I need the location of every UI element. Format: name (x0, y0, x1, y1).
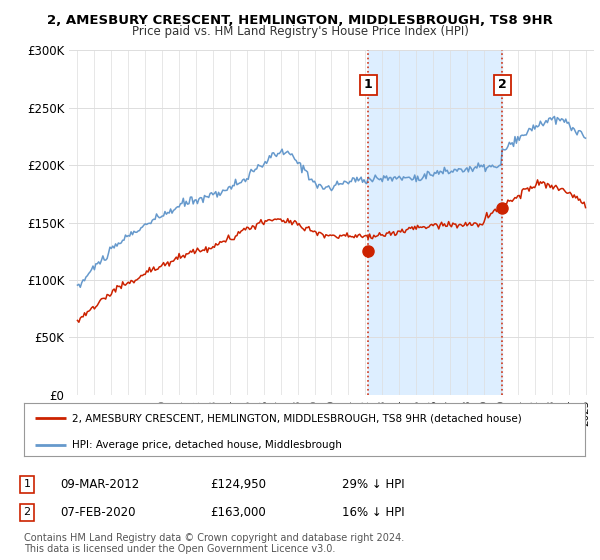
Text: 1: 1 (23, 479, 31, 489)
Text: 29% ↓ HPI: 29% ↓ HPI (342, 478, 404, 491)
Text: £163,000: £163,000 (210, 506, 266, 519)
Text: 2: 2 (23, 507, 31, 517)
Text: 1: 1 (364, 78, 373, 91)
Text: 2, AMESBURY CRESCENT, HEMLINGTON, MIDDLESBROUGH, TS8 9HR: 2, AMESBURY CRESCENT, HEMLINGTON, MIDDLE… (47, 14, 553, 27)
Text: 09-MAR-2012: 09-MAR-2012 (60, 478, 139, 491)
Text: HPI: Average price, detached house, Middlesbrough: HPI: Average price, detached house, Midd… (71, 440, 341, 450)
Text: 16% ↓ HPI: 16% ↓ HPI (342, 506, 404, 519)
Text: 07-FEB-2020: 07-FEB-2020 (60, 506, 136, 519)
Text: £124,950: £124,950 (210, 478, 266, 491)
Text: 2: 2 (498, 78, 507, 91)
Text: Price paid vs. HM Land Registry's House Price Index (HPI): Price paid vs. HM Land Registry's House … (131, 25, 469, 38)
Text: Contains HM Land Registry data © Crown copyright and database right 2024.
This d: Contains HM Land Registry data © Crown c… (24, 533, 404, 554)
Text: 2, AMESBURY CRESCENT, HEMLINGTON, MIDDLESBROUGH, TS8 9HR (detached house): 2, AMESBURY CRESCENT, HEMLINGTON, MIDDLE… (71, 413, 521, 423)
Bar (368, 50, 502, 395)
